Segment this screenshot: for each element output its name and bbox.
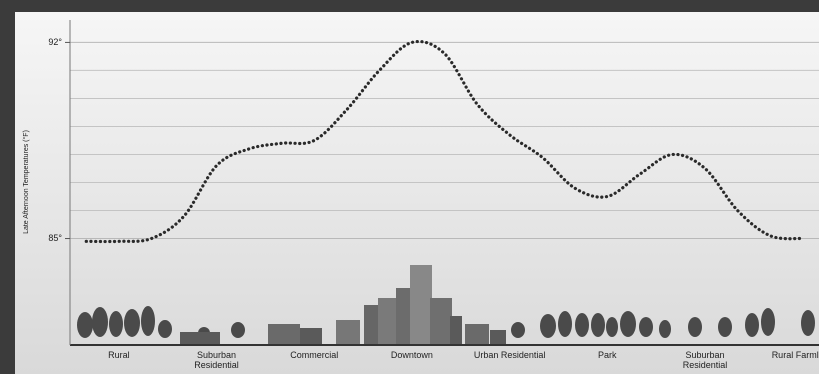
screenshot: Late Afternoon Temperatures (°F) 85°92° … — [0, 0, 819, 374]
x-tick-label: Urban Residential — [472, 350, 548, 360]
chart: Late Afternoon Temperatures (°F) 85° 92° — [0, 0, 819, 374]
x-tick-label: Downtown — [374, 350, 450, 360]
x-tick-label: Commercial — [276, 350, 352, 360]
y-tick-label: 85° — [48, 233, 62, 243]
x-tick-label: Suburban Residential — [667, 350, 743, 370]
x-tick-label: Rural — [81, 350, 157, 360]
y-tick-label: 92° — [48, 37, 62, 47]
y-axis-title: Late Afternoon Temperatures (°F) — [22, 130, 30, 234]
x-tick-label: Suburban Residential — [179, 350, 255, 370]
x-tick-label: Park — [569, 350, 645, 360]
x-tick-label: Rural Farmland — [765, 350, 819, 360]
